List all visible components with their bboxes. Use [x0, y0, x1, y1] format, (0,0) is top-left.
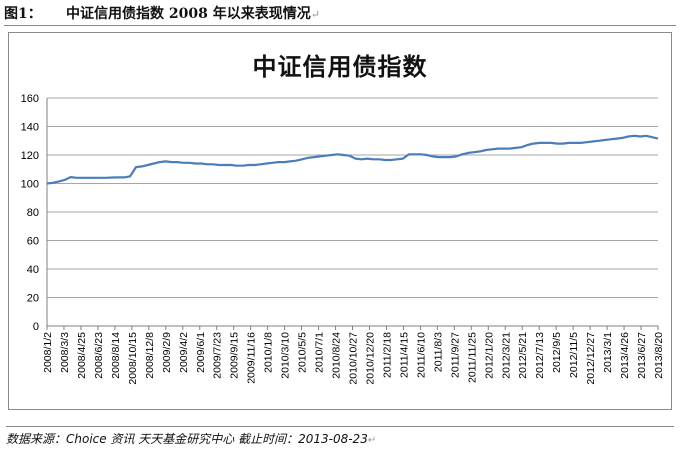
y-tick-label: 20	[27, 293, 39, 305]
x-tick-label: 2008/4/25	[76, 332, 88, 379]
x-tick-label: 2010/10/27	[348, 332, 360, 385]
x-tick-label: 2010/8/24	[331, 332, 343, 379]
figure-heading: 图1： 中证信用债指数 2008 年以来表现情况↵	[4, 3, 676, 26]
x-tick-label: 2010/12/20	[364, 332, 376, 385]
x-tick-label: 2009/11/16	[246, 332, 258, 384]
x-tick-label: 2012/12/27	[585, 332, 597, 385]
x-tick-label: 2013/6/27	[636, 332, 648, 379]
x-tick-label: 2009/2/9	[161, 332, 173, 373]
x-tick-label: 2009/7/23	[212, 332, 224, 379]
x-tick-label: 2009/9/15	[229, 332, 241, 379]
chart-frame: 中证信用债指数	[8, 32, 672, 410]
y-tick-label: 100	[21, 179, 39, 191]
source-text: 数据来源：Choice 资讯 天天基金研究中心 截止时间：2013-08-23	[6, 432, 368, 446]
figure-label: 图1：	[4, 6, 42, 22]
x-tick-label: 2011/11/25	[466, 332, 478, 383]
x-tick-label: 2011/4/15	[398, 332, 410, 378]
x-tick-label: 2013/3/1	[602, 332, 614, 373]
x-tick-label: 2011/6/10	[415, 332, 427, 378]
x-tick-label: 2008/3/3	[59, 332, 71, 373]
paragraph-mark-icon: ↵	[367, 435, 377, 446]
x-tick-label: 2011/2/18	[381, 332, 393, 378]
series-line	[46, 134, 659, 185]
x-tick-label: 2010/3/10	[280, 332, 292, 379]
x-tick-label: 2012/7/13	[534, 332, 546, 379]
y-tick-label: 40	[27, 264, 39, 276]
source-note: 数据来源：Choice 资讯 天天基金研究中心 截止时间：2013-08-23↵	[6, 426, 674, 448]
x-tick-label: 2012/11/5	[568, 332, 580, 378]
x-tick-label: 2013/8/20	[653, 332, 665, 379]
x-tick-label: 2012/3/21	[500, 332, 512, 379]
x-tick-label: 2010/7/1	[314, 332, 326, 373]
x-tick-label: 2008/6/23	[93, 332, 105, 379]
x-tick-label: 2012/9/5	[551, 332, 563, 373]
x-tick-label: 2008/8/14	[110, 332, 122, 379]
chart-title: 中证信用债指数	[252, 53, 428, 81]
y-tick-label: 0	[33, 321, 39, 333]
y-tick-label: 80	[27, 207, 39, 219]
x-tick-label: 2011/9/27	[449, 332, 461, 378]
x-tick-label: 2008/10/15	[127, 332, 139, 385]
x-tick-label: 2010/1/8	[263, 332, 275, 373]
x-tick-label: 2012/5/21	[517, 332, 529, 379]
y-tick-label: 60	[27, 236, 39, 248]
figure-caption: 中证信用债指数 2008 年以来表现情况	[66, 6, 311, 22]
x-tick-label: 2009/4/2	[178, 332, 190, 373]
x-tick-label: 2012/1/20	[483, 332, 495, 379]
x-tick-label: 2008/12/8	[144, 332, 156, 379]
y-tick-label: 160	[21, 93, 39, 105]
x-tick-label: 2009/6/1	[195, 332, 207, 373]
x-tick-label: 2008/1/2	[42, 332, 54, 373]
y-tick-label: 140	[21, 122, 39, 134]
x-tick-label: 2010/5/5	[297, 332, 309, 373]
y-tick-label: 120	[21, 150, 39, 162]
x-tick-label: 2011/8/3	[432, 332, 444, 372]
paragraph-mark-icon: ↵	[310, 8, 320, 21]
x-tick-label: 2013/4/26	[619, 332, 631, 379]
